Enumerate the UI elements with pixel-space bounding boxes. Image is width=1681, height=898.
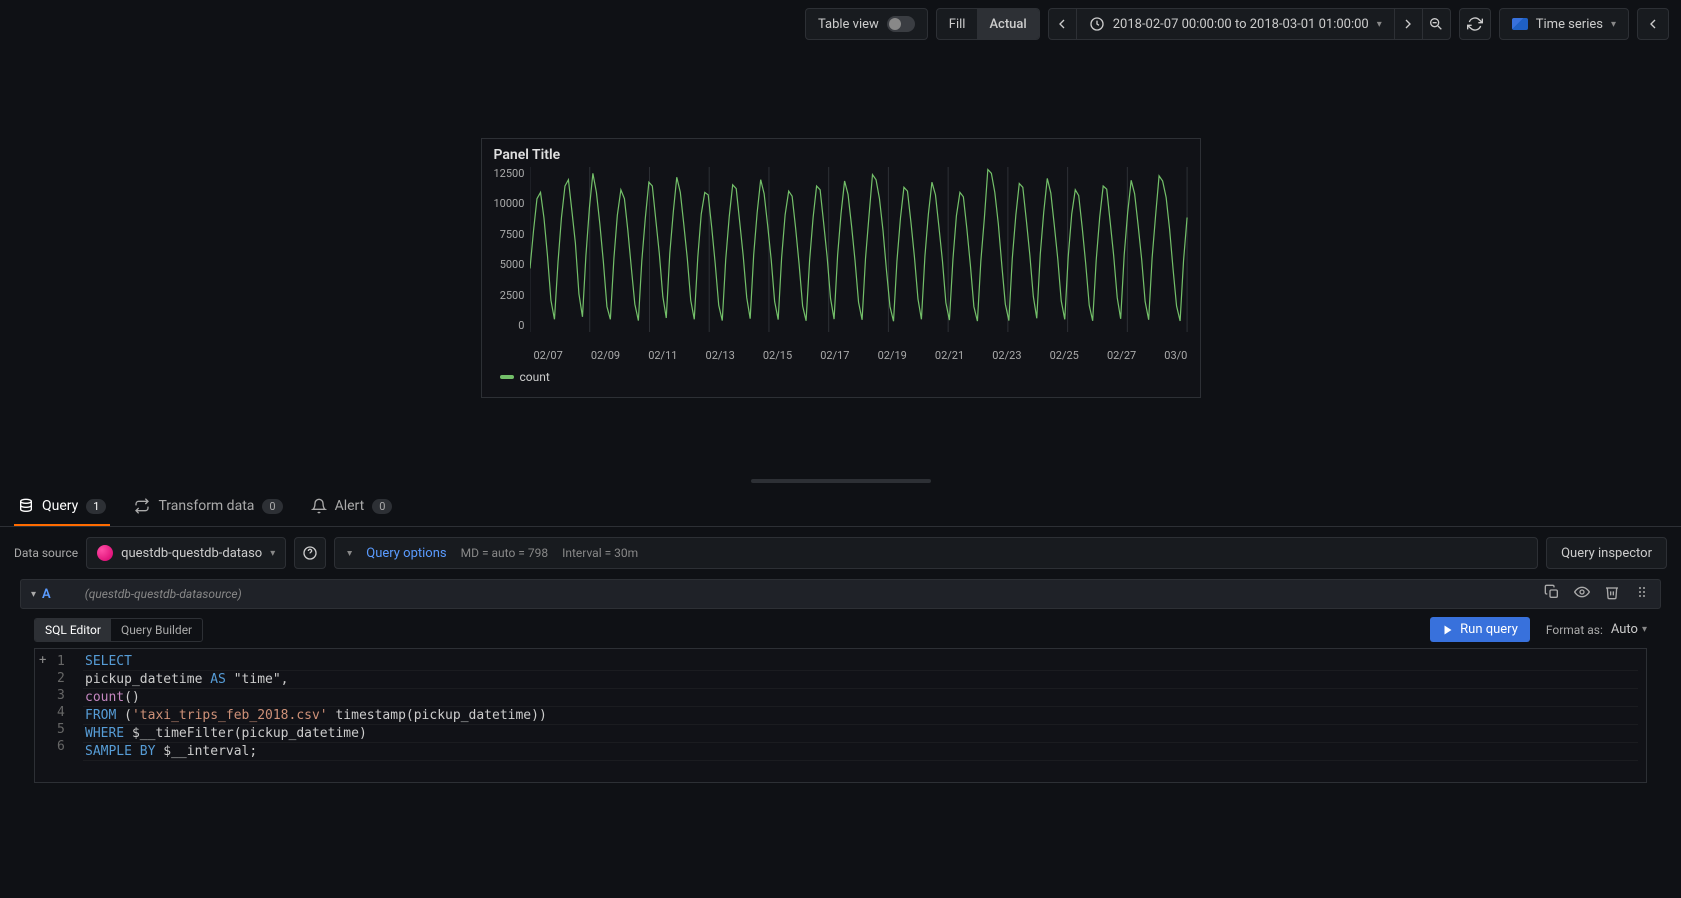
data-source-name: questdb-questdb-dataso <box>121 546 262 561</box>
chevron-down-icon: ▾ <box>1377 19 1382 30</box>
toggle-query-visibility-button[interactable] <box>1574 584 1590 604</box>
chevron-right-icon[interactable]: ▸ <box>344 550 355 555</box>
query-ref-id[interactable]: A <box>36 587 57 602</box>
panel-type-label: Time series <box>1536 17 1603 32</box>
time-range-forward-button[interactable] <box>1394 9 1422 39</box>
time-range-display[interactable]: 2018-02-07 00:00:00 to 2018-03-01 01:00:… <box>1077 16 1394 32</box>
zoom-out-button[interactable] <box>1422 9 1450 39</box>
data-source-select[interactable]: questdb-questdb-dataso ▾ <box>86 537 286 569</box>
chevron-down-icon: ▾ <box>270 548 275 559</box>
fill-actual-group: Fill Actual <box>936 8 1040 40</box>
tab-query[interactable]: Query 1 <box>14 488 110 526</box>
query-options-md: MD = auto = 798 <box>461 546 548 560</box>
tab-transform[interactable]: Transform data 0 <box>130 488 286 526</box>
code-content[interactable]: SELECT pickup_datetime AS "time", count(… <box>35 649 1646 765</box>
format-as-label: Format as: <box>1546 623 1603 637</box>
actual-button[interactable]: Actual <box>977 9 1038 39</box>
time-range-picker: 2018-02-07 00:00:00 to 2018-03-01 01:00:… <box>1048 8 1451 40</box>
zoom-out-icon <box>1428 16 1444 32</box>
editor-toolbar: SQL Editor Query Builder Run query Forma… <box>34 617 1647 642</box>
refresh-icon <box>1467 16 1483 32</box>
bell-icon <box>311 498 327 514</box>
query-inspector-button[interactable]: Query inspector <box>1546 537 1667 569</box>
trash-icon <box>1604 584 1620 600</box>
chevron-down-icon: ▾ <box>1611 19 1616 30</box>
query-builder-tab[interactable]: Query Builder <box>111 619 202 641</box>
tab-transform-label: Transform data <box>158 498 254 514</box>
database-icon <box>18 498 34 514</box>
legend-swatch <box>500 375 514 379</box>
sql-code-editor[interactable]: + 123456 SELECT pickup_datetime AS "time… <box>34 648 1647 783</box>
y-axis: 12500100007500500025000 <box>494 167 531 332</box>
grip-icon <box>1634 584 1650 600</box>
delete-query-button[interactable] <box>1604 584 1620 604</box>
timeseries-icon <box>1512 18 1528 30</box>
editor-mode-tabs: SQL Editor Query Builder <box>34 618 203 642</box>
bottom-tabs: Query 1 Transform data 0 Alert 0 <box>0 488 1681 527</box>
data-source-label: Data source <box>14 546 78 560</box>
panel-title: Panel Title <box>494 147 1188 163</box>
query-options-bar: ▸ Query options MD = auto = 798 Interval… <box>334 537 1538 569</box>
drag-query-handle[interactable] <box>1634 584 1650 604</box>
time-range-back-button[interactable] <box>1049 9 1077 39</box>
query-inspector-label: Query inspector <box>1561 546 1652 561</box>
x-axis: 02/0702/0902/1102/1302/1502/1702/1902/21… <box>494 349 1188 362</box>
panel-preview-area: Panel Title 12500100007500500025000 02/0… <box>0 48 1681 488</box>
chart-panel: Panel Title 12500100007500500025000 02/0… <box>481 138 1201 398</box>
query-toolbar: Data source questdb-questdb-dataso ▾ ▸ Q… <box>0 527 1681 579</box>
add-line-button[interactable]: + <box>39 653 46 668</box>
panel-type-selector[interactable]: Time series ▾ <box>1499 8 1629 40</box>
eye-icon <box>1574 584 1590 600</box>
tab-alert-count: 0 <box>372 499 392 514</box>
copy-icon <box>1544 584 1560 600</box>
tab-query-count: 1 <box>86 499 106 514</box>
timeseries-chart <box>530 167 1187 332</box>
tab-query-label: Query <box>42 498 78 514</box>
sql-editor-tab[interactable]: SQL Editor <box>35 619 111 641</box>
data-source-help-button[interactable] <box>294 537 326 569</box>
tab-alert[interactable]: Alert 0 <box>307 488 397 526</box>
table-view-label: Table view <box>818 17 879 32</box>
time-range-text: 2018-02-07 00:00:00 to 2018-03-01 01:00:… <box>1113 17 1369 32</box>
query-row-header: ▾ A (questdb-questdb-datasource) <box>20 579 1661 609</box>
questdb-logo-icon <box>97 545 113 561</box>
query-options-link[interactable]: Query options <box>366 546 446 561</box>
format-as-value: Auto <box>1611 622 1638 637</box>
tab-alert-label: Alert <box>335 498 365 514</box>
line-numbers: 123456 <box>57 653 65 755</box>
help-icon <box>302 545 318 561</box>
fill-button[interactable]: Fill <box>937 9 978 39</box>
query-options-interval: Interval = 30m <box>562 546 638 560</box>
run-query-button[interactable]: Run query <box>1430 617 1530 642</box>
query-row-actions <box>1544 584 1650 604</box>
legend-label: count <box>520 370 550 384</box>
table-view-toggle[interactable]: Table view <box>805 8 928 40</box>
table-view-switch[interactable] <box>887 16 915 32</box>
format-as-select[interactable]: Auto ▾ <box>1611 622 1647 637</box>
collapse-sidebar-button[interactable] <box>1637 8 1669 40</box>
chevron-down-icon: ▾ <box>1642 624 1647 635</box>
play-icon <box>1442 624 1454 636</box>
clock-icon <box>1089 16 1105 32</box>
duplicate-query-button[interactable] <box>1544 584 1560 604</box>
transform-icon <box>134 498 150 514</box>
chart-legend: count <box>494 370 1188 384</box>
run-query-label: Run query <box>1460 622 1518 637</box>
top-toolbar: Table view Fill Actual 2018-02-07 00:00:… <box>0 0 1681 48</box>
chevron-left-icon <box>1054 16 1070 32</box>
refresh-button[interactable] <box>1459 8 1491 40</box>
chevron-right-icon <box>1400 16 1416 32</box>
query-source-name: (questdb-questdb-datasource) <box>85 587 242 601</box>
resize-handle[interactable] <box>751 479 931 483</box>
chevron-left-icon <box>1645 16 1661 32</box>
tab-transform-count: 0 <box>262 499 282 514</box>
